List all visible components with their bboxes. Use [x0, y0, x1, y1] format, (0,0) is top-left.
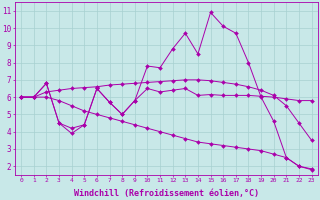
X-axis label: Windchill (Refroidissement éolien,°C): Windchill (Refroidissement éolien,°C)	[74, 189, 259, 198]
